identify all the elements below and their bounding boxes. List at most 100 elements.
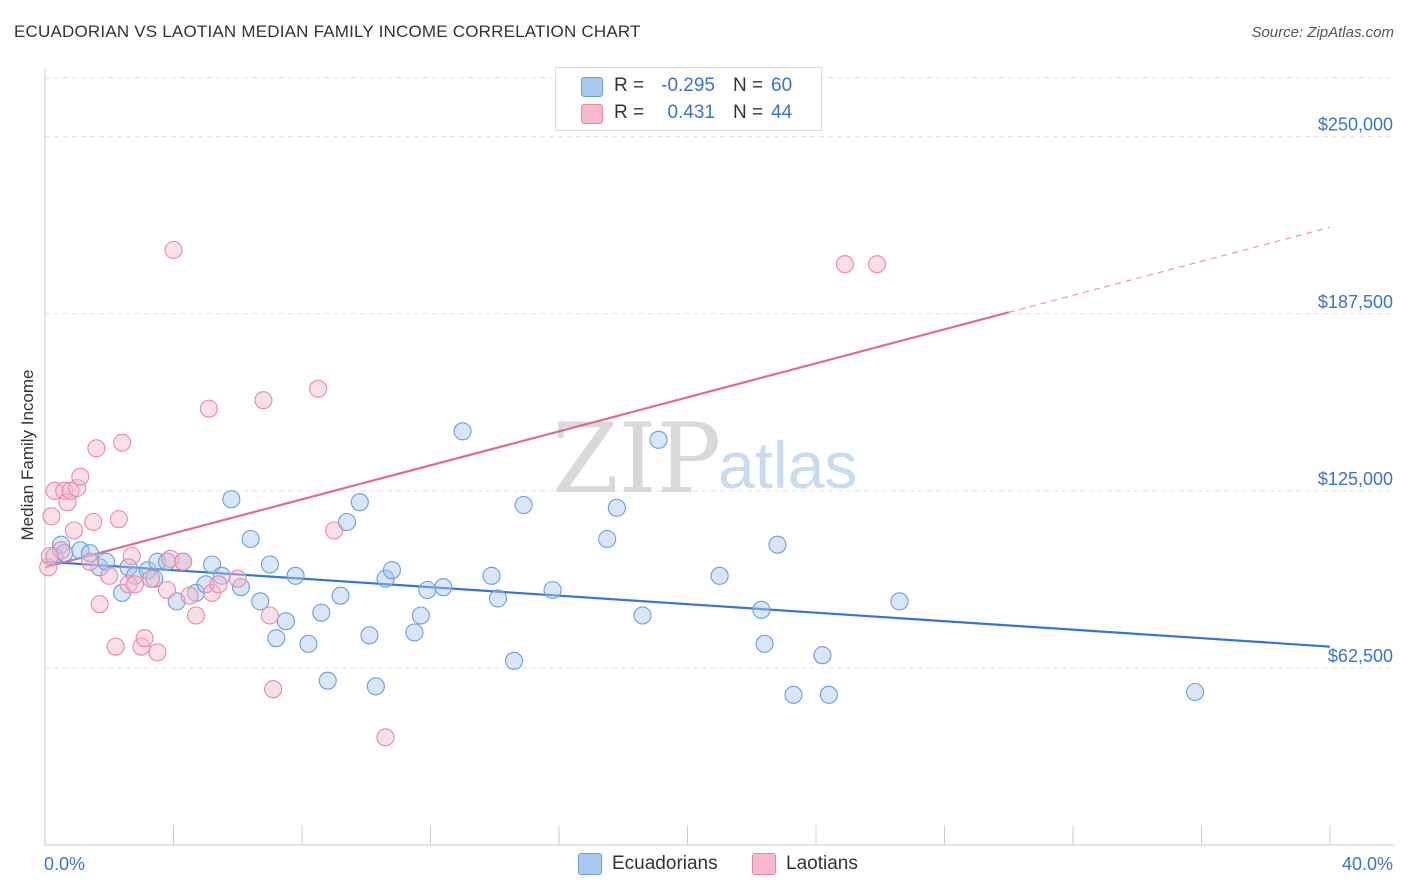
laotians-point <box>309 379 328 398</box>
laotians-point <box>87 439 106 458</box>
ecuadorians-point <box>251 592 270 611</box>
laotians-point <box>80 552 100 571</box>
legend-label: Ecuadorians <box>612 853 718 874</box>
ecuadorians-point <box>633 606 652 625</box>
ecuadorians-point <box>890 592 909 611</box>
laotians-point <box>164 240 183 260</box>
n-label: N = <box>733 102 764 123</box>
laotians-point <box>835 255 854 274</box>
laotians-point <box>90 595 109 614</box>
ecuadorians-point <box>819 685 838 704</box>
y-tick-label: $250,000 <box>1318 115 1393 135</box>
laotians-point <box>68 478 87 498</box>
x-tick-label: 0.0% <box>44 854 85 874</box>
ecuadorians-point <box>318 671 337 690</box>
x-tick-labels: 0.0% 40.0% <box>44 854 1393 874</box>
x-tick-label: 40.0% <box>1342 854 1393 874</box>
laotians-point <box>125 575 144 594</box>
ecuadorians-point <box>482 566 501 585</box>
ecuadorians-point <box>241 529 260 549</box>
watermark-atlas: atlas <box>718 428 857 502</box>
ecuadorians-point <box>1186 682 1205 702</box>
laotians-point <box>100 566 119 585</box>
laotians-point <box>122 546 141 566</box>
laotians-point <box>106 637 125 656</box>
ecuadorians-legend-swatch <box>578 853 602 875</box>
laotians-point <box>180 586 199 605</box>
laotians-point <box>199 399 218 418</box>
ecuadorians-point <box>784 685 803 704</box>
stats-legend-box: R = -0.295 N = 60 R = 0.431 N = 44 <box>555 67 822 131</box>
laotians-point <box>158 580 177 600</box>
laotians-point <box>264 680 283 699</box>
ecuadorians-point <box>813 646 832 665</box>
r-label: R = <box>614 102 645 123</box>
laotians-point <box>867 255 887 274</box>
watermark-zip: ZIP <box>552 403 721 515</box>
axes <box>44 68 1395 846</box>
ecuadorians-point <box>312 603 331 622</box>
laotians-point <box>254 391 273 410</box>
ecuadorians-point <box>405 623 424 642</box>
source-label: Source: ZipAtlas.com <box>1251 24 1394 41</box>
laotians-point <box>119 575 138 594</box>
ecuadorians-point <box>260 555 279 574</box>
ecuadorians-swatch <box>581 77 603 97</box>
laotians-point <box>113 433 132 452</box>
r-value: -0.295 <box>661 75 715 96</box>
ecuadorians-point <box>411 606 430 625</box>
ecuadorians-point <box>350 493 369 512</box>
ecuadorians-point <box>514 495 533 515</box>
ecuadorians-point <box>337 512 357 532</box>
ecuadorians-point <box>607 498 626 517</box>
legend-label: Laotians <box>786 853 858 874</box>
ecuadorians-point <box>360 626 379 645</box>
watermark: ZIP atlas <box>552 403 857 515</box>
laotians-point <box>71 467 90 486</box>
ecuadorians-point <box>543 580 562 600</box>
laotians-point <box>325 521 344 540</box>
ecuadorians-point <box>286 566 305 585</box>
laotians-point <box>174 552 193 571</box>
ecuadorians-point <box>382 561 402 580</box>
laotians-point <box>376 728 395 747</box>
laotians-point <box>52 541 71 560</box>
laotians-legend-swatch <box>752 853 776 875</box>
laotians-point <box>58 493 77 512</box>
ecuadorians-point <box>453 422 472 441</box>
ecuadorians-point <box>768 535 787 554</box>
y-tick-labels: $62,500 $125,000 $187,500 $250,000 <box>1318 115 1393 666</box>
laotians-point <box>64 521 83 540</box>
laotians-trend-line <box>44 311 1010 569</box>
ecuadorians-point <box>222 490 241 509</box>
ecuadorians-point <box>649 430 668 449</box>
laotians-point <box>135 629 154 648</box>
laotians-point <box>84 512 103 532</box>
ecuadorians-point <box>598 529 617 549</box>
laotians-point <box>141 569 161 588</box>
ecuadorians-point <box>366 677 385 696</box>
ecuadorians-point <box>755 634 774 653</box>
laotians-point <box>209 575 228 594</box>
laotians-point <box>40 546 59 566</box>
laotians-point <box>42 507 61 526</box>
data-points <box>39 240 1205 747</box>
y-tick-label: $187,500 <box>1318 292 1393 312</box>
ecuadorians-point <box>752 600 771 619</box>
laotians-point <box>260 606 279 625</box>
ecuadorians-point <box>299 634 318 653</box>
ecuadorians-point <box>434 578 453 597</box>
ecuadorians-point <box>276 612 295 631</box>
n-label: N = <box>733 75 764 96</box>
y-tick-label: $125,000 <box>1318 469 1393 489</box>
laotians-trend-extension <box>1008 226 1331 313</box>
ecuadorians-point <box>488 589 508 608</box>
laotians-point <box>109 510 128 529</box>
ecuadorians-point <box>158 552 177 571</box>
n-value: 60 <box>771 75 793 96</box>
ecuadorians-trend-line <box>44 560 1331 648</box>
laotians-swatch <box>581 104 603 124</box>
laotians-point <box>39 558 58 577</box>
ecuadorians-point <box>504 651 524 670</box>
